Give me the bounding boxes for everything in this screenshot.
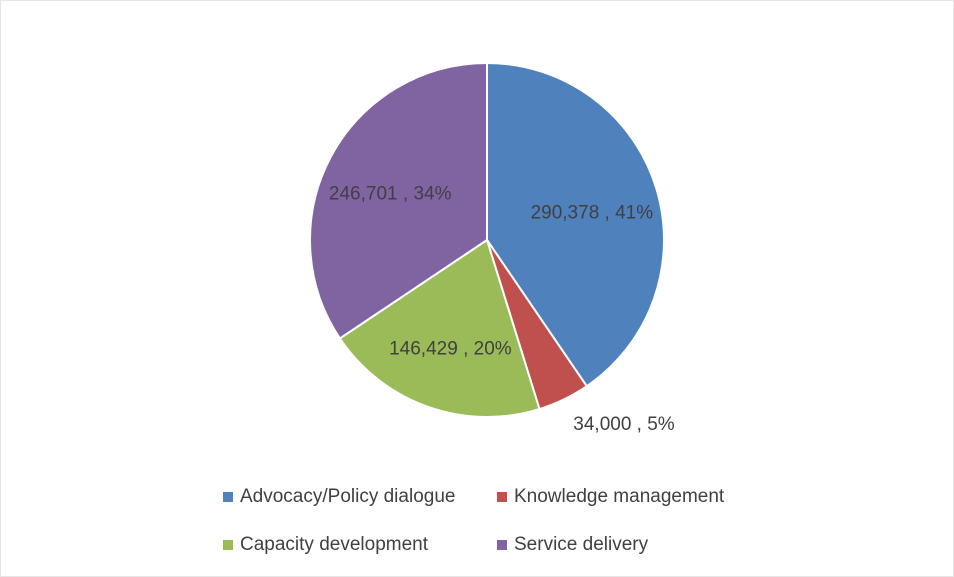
- pie-slice: [338, 238, 541, 418]
- legend-label: Service delivery: [514, 534, 649, 555]
- data-label: 246,701 , 34%: [329, 183, 452, 204]
- legend-swatch: [223, 540, 233, 550]
- legend-label: Advocacy/Policy dialogue: [240, 486, 455, 507]
- data-label: 290,378 , 41%: [531, 203, 654, 224]
- legend-swatch: [497, 492, 507, 502]
- legend-swatch: [497, 540, 507, 550]
- legend-label: Capacity development: [240, 534, 429, 555]
- data-label: 146,429 , 20%: [389, 338, 512, 359]
- data-label: 34,000 , 5%: [573, 414, 675, 435]
- legend-swatch: [223, 492, 233, 502]
- pie-slice: [309, 61, 488, 340]
- legend-label: Knowledge management: [514, 486, 725, 507]
- pie-slice: [486, 61, 665, 388]
